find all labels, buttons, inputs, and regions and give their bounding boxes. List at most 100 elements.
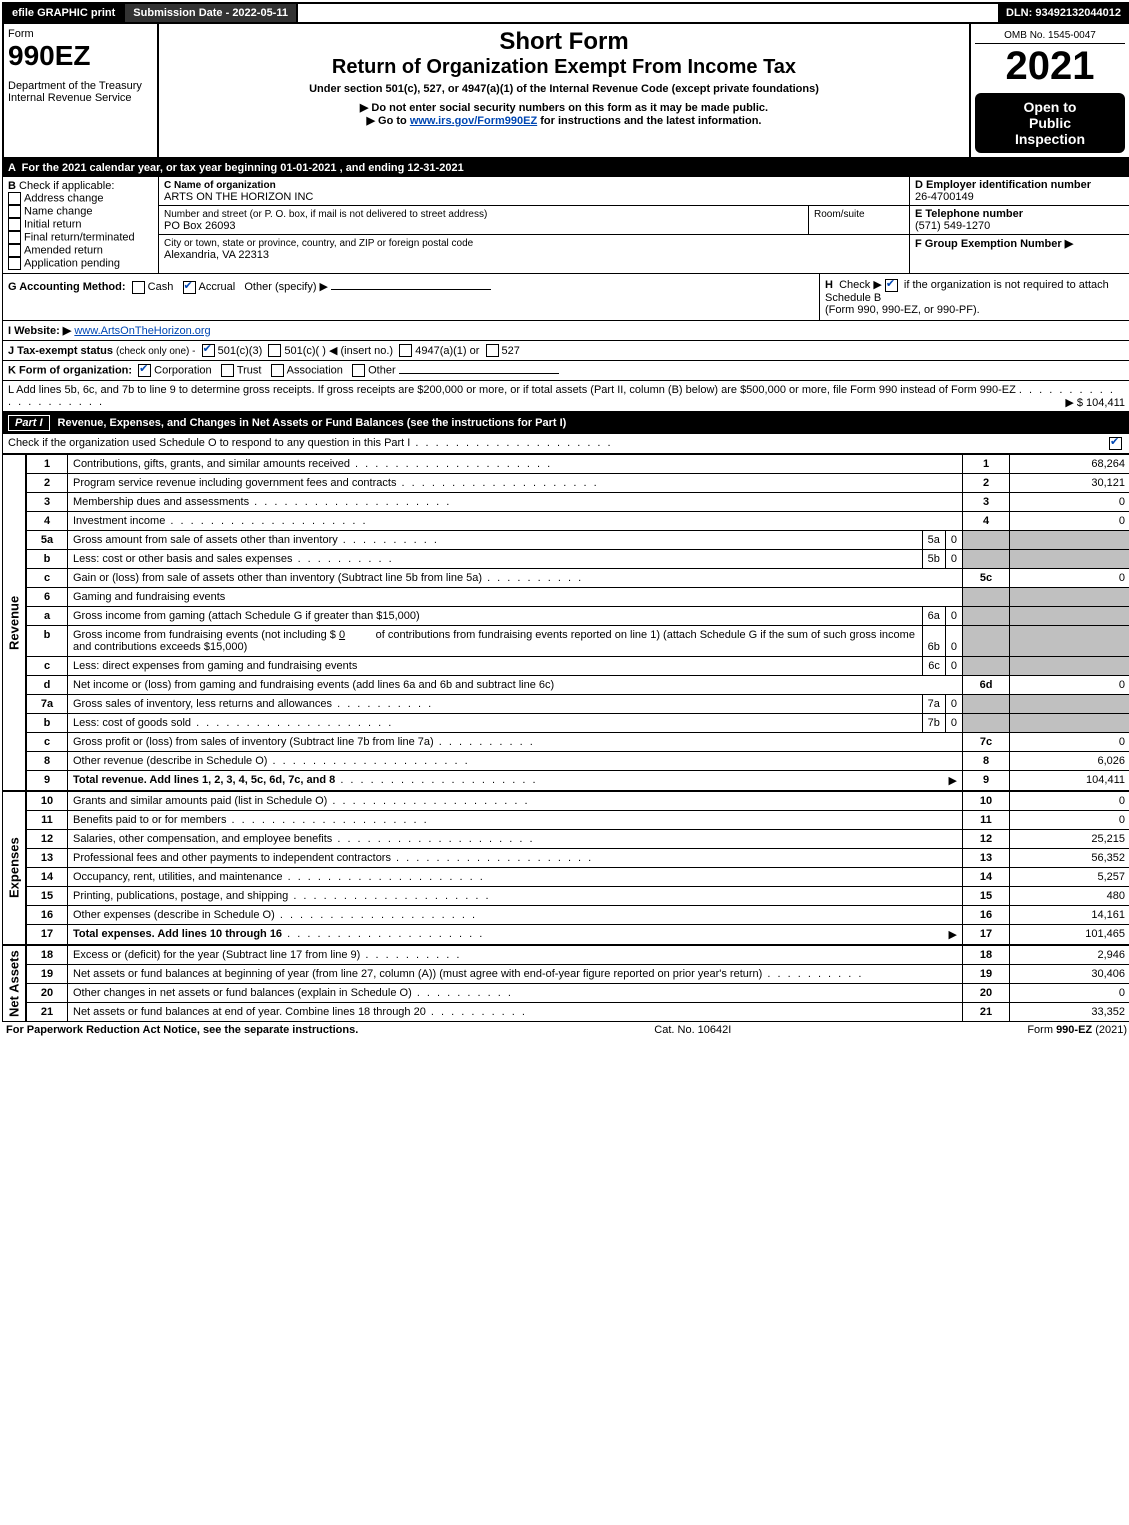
goto-post: for instructions and the latest informat… [537,115,761,127]
dots [275,909,477,921]
line-4-text: Investment income [73,515,165,527]
street-label: Number and street (or P. O. box, if mail… [164,209,487,220]
dots [360,949,461,961]
form-header: Form 990EZ Department of the Treasury In… [2,24,1129,159]
submission-date-label: Submission Date - 2022-05-11 [125,4,298,22]
opt-trust: Trust [237,365,262,377]
goto-link[interactable]: www.irs.gov/Form990EZ [410,115,537,127]
line-21: 21Net assets or fund balances at end of … [27,1003,1129,1022]
dots [293,553,394,565]
line-5c-num: 5c [963,569,1010,588]
form-word: Form [8,28,153,40]
h-text3: (Form 990, 990-EZ, or 990-PF). [825,304,980,316]
open-public-box: Open to Public Inspection [975,93,1125,153]
line-12-val: 25,215 [1010,830,1129,849]
line-5a: 5aGross amount from sale of assets other… [27,531,1129,550]
footer-right-post: (2021) [1092,1024,1127,1036]
line-16: 16Other expenses (describe in Schedule O… [27,906,1129,925]
chk-amended-return[interactable] [8,244,21,257]
line-6-text: Gaming and fundraising events [68,588,963,607]
chk-501c3[interactable] [202,344,215,357]
part-i-title: Revenue, Expenses, and Changes in Net As… [58,417,567,429]
chk-name-change[interactable] [8,205,21,218]
header-right: OMB No. 1545-0047 2021 Open to Public In… [971,24,1129,157]
chk-4947[interactable] [399,344,412,357]
chk-527[interactable] [486,344,499,357]
website-link[interactable]: www.ArtsOnTheHorizon.org [74,325,210,337]
line-13-val: 56,352 [1010,849,1129,868]
line-5c: cGain or (loss) from sale of assets othe… [27,569,1129,588]
section-def: D Employer identification number 26-4700… [910,177,1129,273]
dots [226,814,428,826]
line-5c-text: Gain or (loss) from sale of assets other… [73,572,482,584]
line-3-num: 3 [963,493,1010,512]
chk-association[interactable] [271,364,284,377]
opt-501c: 501(c)( ) ◀ (insert no.) [284,345,393,357]
other-org-line[interactable] [399,373,559,374]
goto-pre: ▶ Go to [367,115,410,127]
line-3-val: 0 [1010,493,1129,512]
line-5b-bn: 5b [922,550,946,568]
header-left: Form 990EZ Department of the Treasury In… [4,24,159,157]
line-20-val: 0 [1010,984,1129,1003]
d-label: D Employer identification number [915,179,1091,191]
opt-4947: 4947(a)(1) or [415,345,479,357]
chk-schedule-o[interactable] [1109,437,1122,450]
return-title: Return of Organization Exempt From Incom… [163,56,965,79]
chk-trust[interactable] [221,364,234,377]
line-4: 4Investment income40 [27,512,1129,531]
e-label: E Telephone number [915,208,1023,220]
opt-501c3: 501(c)(3) [218,345,263,357]
section-g: G Accounting Method: Cash Accrual Other … [3,274,820,320]
chk-cash[interactable] [132,281,145,294]
line-11-num: 11 [963,811,1010,830]
netassets-side-label: Net Assets [2,945,26,1022]
line-5b: bLess: cost or other basis and sales exp… [27,550,1129,569]
line-18-num: 18 [963,946,1010,965]
ein-value: 26-4700149 [915,191,974,203]
line-2-num: 2 [963,474,1010,493]
line-19: 19Net assets or fund balances at beginni… [27,965,1129,984]
line-19-num: 19 [963,965,1010,984]
chk-corporation[interactable] [138,364,151,377]
chk-initial-return[interactable] [8,218,21,231]
line-17-val: 101,465 [1010,925,1129,945]
line-18-text: Excess or (deficit) for the year (Subtra… [73,949,360,961]
line-13-num: 13 [963,849,1010,868]
chk-address-change[interactable] [8,192,21,205]
chk-final-return[interactable] [8,231,21,244]
line-6c-bv: 0 [946,657,962,675]
dots [332,833,534,845]
line-6d-text: Net income or (loss) from gaming and fun… [73,679,554,691]
line-6a-bv: 0 [946,607,962,625]
opt-527: 527 [502,345,520,357]
room-label: Room/suite [814,209,865,220]
line-6d: dNet income or (loss) from gaming and fu… [27,676,1129,695]
j-sub: (check only one) - [116,346,195,357]
opt-name-change: Name change [24,205,93,217]
line-21-val: 33,352 [1010,1003,1129,1022]
part-i-sub: Check if the organization used Schedule … [2,434,1129,454]
footer-mid: Cat. No. 10642I [654,1024,731,1036]
line-6b-bv: 0 [946,626,962,656]
line-5a-bv: 0 [946,531,962,549]
opt-initial-return: Initial return [24,218,81,230]
chk-other-org[interactable] [352,364,365,377]
dots [327,795,529,807]
line-7a-bv: 0 [946,695,962,713]
line-12-text: Salaries, other compensation, and employ… [73,833,332,845]
line-9-text: Total revenue. Add lines 1, 2, 3, 4, 5c,… [73,774,335,786]
chk-application-pending[interactable] [8,257,21,270]
part-i-label: Part I [8,415,50,431]
city-value: Alexandria, VA 22313 [164,249,269,261]
chk-501c[interactable] [268,344,281,357]
page-footer: For Paperwork Reduction Act Notice, see … [2,1022,1129,1038]
other-specify-line[interactable] [331,289,491,290]
chk-schedule-b[interactable] [885,279,898,292]
chk-accrual[interactable] [183,281,196,294]
line-6a-text: Gross income from gaming (attach Schedul… [73,610,420,622]
line-18: 18 Excess or (deficit) for the year (Subt… [27,946,1129,965]
dots [283,871,485,883]
c-label: C Name of organization [164,180,276,191]
street-value: PO Box 26093 [164,220,236,232]
